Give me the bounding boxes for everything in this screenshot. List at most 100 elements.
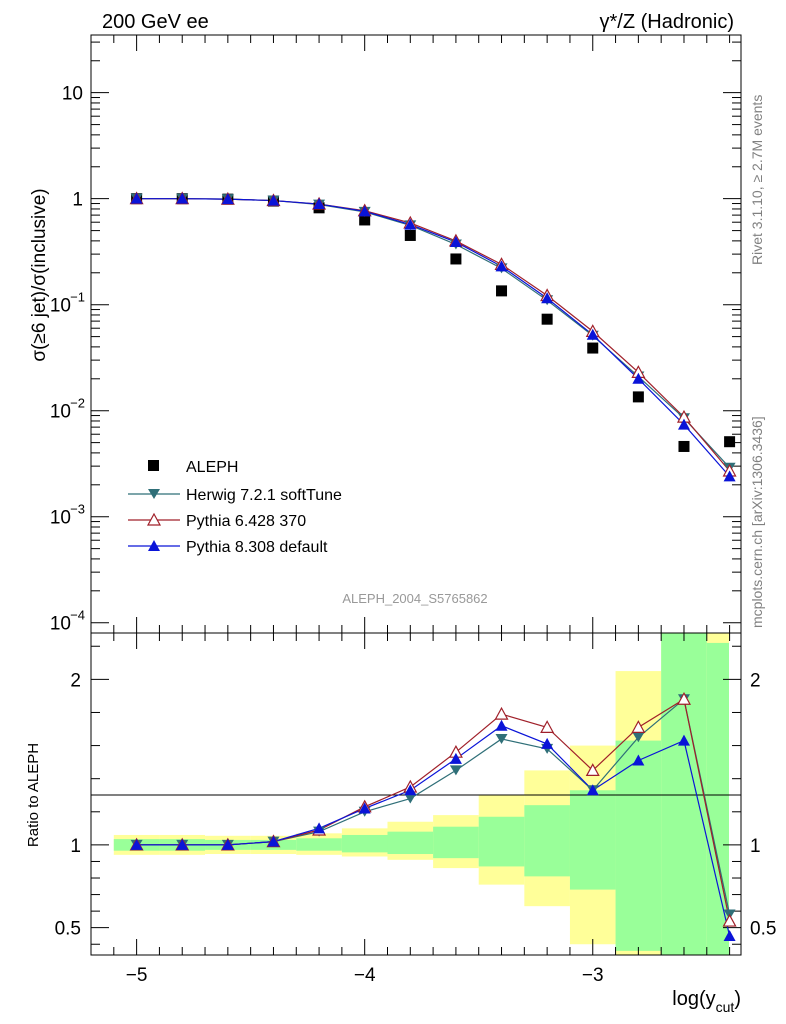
ratio-point-pythia6 — [494, 706, 509, 720]
main-point-aleph — [404, 229, 416, 241]
ratio-band-green — [478, 816, 525, 867]
ratio-point-pythia8 — [130, 838, 143, 850]
ratio-point-pythia8 — [176, 838, 189, 850]
ratio-point-herwig — [449, 765, 462, 776]
ratio-point-pythia8 — [313, 822, 326, 834]
legend-marker-pythia6 — [146, 512, 162, 526]
main-point-aleph — [678, 440, 690, 452]
ratio-series — [129, 691, 737, 941]
main-line-pythia8 — [136, 198, 731, 477]
main-point-pythia8 — [130, 192, 143, 204]
ratio-point-pythia8 — [586, 784, 599, 796]
legend-label-pythia8: Pythia 8.308 default — [186, 539, 328, 556]
ratio-y-tick-label: 1 — [70, 836, 81, 857]
ratio-point-pythia8 — [495, 719, 508, 731]
main-point-pythia8 — [221, 193, 234, 205]
legend-marker-herwig — [148, 489, 160, 499]
ratio-point-pythia6 — [631, 720, 646, 733]
main-y-tick-label-exponent: −3 — [70, 502, 85, 517]
ratio-panel-frame — [90, 632, 742, 956]
x-axis-label: log(ycut) — [672, 988, 741, 1015]
ratio-point-pythia6 — [722, 913, 737, 927]
main-y-tick-label-base: 10 — [50, 614, 71, 635]
main-point-aleph — [359, 214, 371, 226]
main-y-tick-label: 10 — [50, 296, 71, 317]
mcplots-label: mcplots.cern.ch [arXiv:1306.3436] — [749, 416, 765, 628]
ratio-point-pythia6 — [540, 720, 555, 733]
ratio-point-herwig — [632, 732, 645, 743]
ratio-point-pythia8 — [677, 734, 690, 746]
main-point-aleph — [587, 342, 599, 354]
legend-marker-pythia8 — [148, 540, 160, 551]
main-y-axis-label: σ(≥6 jet)/σ(inclusive) — [29, 188, 50, 361]
main-series — [129, 191, 737, 482]
main-point-pythia8 — [449, 236, 462, 248]
ratio-uncertainty-bands — [113, 633, 729, 955]
main-point-pythia8 — [267, 194, 280, 206]
main-y-tick-label: 1 — [72, 190, 83, 211]
ratio-point-pythia8 — [723, 929, 736, 941]
main-point-pythia8 — [358, 205, 371, 217]
legend: ALEPH Herwig 7.2.1 softTune Pythia 6.428… — [128, 459, 342, 556]
x-tick-label: −4 — [354, 965, 376, 986]
main-point-aleph — [541, 313, 553, 325]
ratio-point-pythia8 — [449, 752, 462, 764]
main-y-tick-label: 10 — [50, 508, 71, 529]
main-point-aleph — [724, 436, 736, 448]
legend-label-herwig: Herwig 7.2.1 softTune — [186, 487, 342, 504]
main-y-tick-label-base: 10 — [62, 84, 83, 105]
ratio-band-green — [661, 633, 707, 955]
x-axis-label-close: ) — [734, 988, 741, 1010]
ratio-point-pythia8 — [632, 754, 645, 766]
rivet-version-label: Rivet 3.1.10, ≥ 2.7M events — [749, 95, 765, 265]
main-point-pythia8 — [404, 218, 417, 230]
main-point-pythia8 — [313, 198, 326, 210]
legend-label-aleph: ALEPH — [186, 459, 238, 476]
legend-marker-aleph — [148, 460, 159, 471]
x-axis-label-main: log(y — [672, 988, 715, 1010]
ratio-point-pythia8 — [267, 835, 280, 847]
ratio-y-axis-label: Ratio to ALEPH — [25, 743, 42, 847]
analysis-id-label: ALEPH_2004_S5765862 — [342, 591, 487, 606]
main-line-pythia6 — [136, 198, 731, 472]
x-axis-label-subscript: cut — [716, 999, 735, 1015]
ratio-y-tick-label-right: 2 — [750, 670, 761, 691]
ratio-y-tick-label: 2 — [70, 670, 81, 691]
main-point-aleph — [632, 391, 644, 403]
ratio-band-green — [296, 838, 342, 851]
main-point-pythia8 — [632, 372, 645, 384]
ratio-band-green — [387, 831, 434, 855]
ratio-point-pythia8 — [541, 737, 554, 749]
ratio-y-tick-label-right: 1 — [750, 836, 761, 857]
main-y-tick-label-exponent: −1 — [70, 290, 85, 305]
main-point-aleph — [450, 253, 462, 265]
ratio-y-tick-label-right: 0.5 — [750, 919, 776, 940]
main-point-pythia8 — [586, 328, 599, 340]
ratio-panel: 0.5 0.5 1 1 2 2 −5 −4 −3 Ratio to ALEPH log(ycut… — [25, 632, 776, 1015]
ratio-y-tick-label: 0.5 — [55, 919, 81, 940]
main-point-pythia8 — [723, 470, 736, 482]
main-y-tick-label: 10 — [50, 402, 71, 423]
ratio-line-pythia8 — [136, 725, 731, 937]
ratio-point-pythia6 — [585, 763, 600, 777]
ratio-band-green — [615, 740, 662, 951]
main-y-tick-label-base: 10 — [50, 402, 71, 423]
main-point-pythia8 — [677, 418, 690, 430]
ratio-point-herwig — [404, 793, 417, 804]
ratio-band-green — [706, 642, 729, 955]
main-point-aleph — [496, 285, 508, 297]
ratio-point-pythia6 — [676, 691, 691, 705]
x-tick-label: −5 — [126, 965, 148, 986]
main-y-tick-label-base: 10 — [50, 296, 71, 317]
x-tick-label: −3 — [582, 965, 604, 986]
ratio-axis-ticks: 0.5 0.5 1 1 2 2 −5 −4 −3 — [55, 633, 776, 986]
ratio-point-pythia8 — [358, 802, 371, 814]
main-y-tick-label-base: 1 — [72, 190, 83, 211]
main-y-tick-label: 10 — [62, 84, 83, 105]
main-point-pythia8 — [176, 192, 189, 204]
main-y-tick-label-exponent: −2 — [70, 396, 85, 411]
ratio-point-herwig — [495, 733, 508, 744]
